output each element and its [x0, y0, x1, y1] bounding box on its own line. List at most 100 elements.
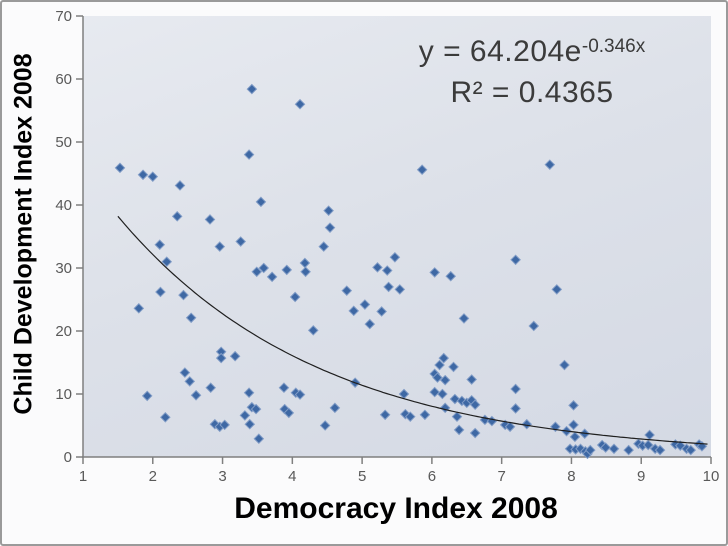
data-point	[448, 361, 459, 373]
data-point	[174, 180, 186, 191]
x-tick-label: 5	[358, 468, 366, 485]
data-point	[419, 409, 431, 421]
data-point	[404, 411, 416, 422]
data-point	[486, 415, 498, 427]
data-point	[453, 424, 465, 436]
data-point	[434, 359, 445, 371]
x-tick-label: 4	[288, 468, 296, 485]
data-point	[141, 390, 153, 402]
data-point	[341, 285, 353, 296]
x-tick-label: 7	[497, 468, 505, 485]
data-point	[278, 382, 290, 394]
data-point	[219, 419, 230, 431]
data-point	[584, 444, 596, 456]
data-point	[559, 359, 570, 371]
y-tick-label: 20	[55, 323, 72, 340]
data-point	[568, 419, 579, 431]
data-point	[318, 241, 330, 252]
data-point	[205, 382, 217, 394]
data-point	[600, 442, 611, 453]
data-point	[147, 171, 159, 182]
data-point	[329, 402, 341, 414]
y-tick-label: 50	[55, 134, 72, 151]
equation-line: y = 64.204e-0.346x	[418, 35, 646, 68]
data-point	[179, 367, 191, 378]
x-tick-label: 10	[703, 468, 720, 485]
trendline-curve	[117, 215, 708, 445]
data-point	[568, 400, 579, 411]
data-point	[239, 410, 251, 421]
data-point	[551, 284, 563, 295]
data-point	[510, 403, 521, 414]
data-point	[623, 444, 634, 456]
data-point	[243, 149, 255, 160]
data-point	[281, 264, 293, 276]
data-point	[359, 299, 371, 310]
data-point	[243, 387, 255, 399]
data-point	[266, 271, 278, 283]
x-axis-title: Democracy Index 2008	[234, 492, 558, 525]
data-point	[685, 444, 697, 456]
data-point	[294, 389, 306, 400]
x-tick-label: 8	[567, 468, 575, 485]
y-tick-label: 60	[55, 71, 72, 88]
x-tick-label: 6	[428, 468, 436, 485]
y-axis-title: Child Development Index 2008	[9, 53, 38, 415]
data-point	[372, 262, 383, 273]
data-point	[608, 443, 620, 455]
data-point	[215, 352, 227, 364]
data-point	[155, 286, 166, 298]
data-point	[466, 374, 477, 385]
data-point	[575, 443, 586, 455]
y-tick-label: 30	[55, 260, 72, 277]
data-point	[190, 389, 202, 401]
data-point	[416, 164, 428, 176]
data-point	[283, 407, 295, 419]
data-point	[319, 420, 331, 431]
data-point	[323, 205, 334, 216]
data-point	[379, 409, 391, 421]
data-point	[300, 266, 311, 278]
data-point	[449, 393, 461, 405]
data-point	[250, 403, 262, 415]
y-tick-label: 10	[55, 386, 72, 403]
data-point	[235, 236, 247, 247]
data-point	[209, 418, 221, 430]
data-point	[114, 162, 126, 174]
data-point	[160, 412, 171, 423]
data-point	[451, 411, 463, 422]
data-point	[258, 262, 270, 274]
data-point	[133, 303, 145, 314]
data-point	[429, 267, 440, 278]
data-point	[253, 433, 265, 445]
data-point	[154, 239, 166, 250]
data-point	[521, 418, 533, 430]
data-point	[469, 399, 481, 411]
x-tick-label: 3	[218, 468, 226, 485]
data-point	[307, 325, 319, 336]
data-point	[255, 196, 267, 208]
data-point	[394, 284, 406, 295]
data-point	[439, 374, 451, 386]
data-point	[569, 431, 581, 443]
data-point	[504, 421, 516, 433]
data-point	[294, 98, 306, 110]
data-point	[364, 318, 376, 330]
equation-exponent: -0.346x	[581, 36, 646, 57]
data-point	[429, 386, 440, 398]
data-point	[510, 383, 521, 395]
data-point	[324, 222, 336, 233]
y-tick-label: 0	[64, 449, 72, 466]
x-tick-label: 2	[149, 468, 157, 485]
data-point	[439, 402, 451, 414]
data-point	[214, 241, 226, 252]
data-point	[161, 256, 173, 268]
data-point	[348, 305, 360, 317]
data-point	[289, 291, 301, 303]
data-point	[381, 265, 393, 276]
y-tick-label: 70	[55, 8, 72, 25]
data-point	[251, 266, 263, 278]
data-point	[299, 257, 311, 269]
data-point	[437, 388, 448, 400]
